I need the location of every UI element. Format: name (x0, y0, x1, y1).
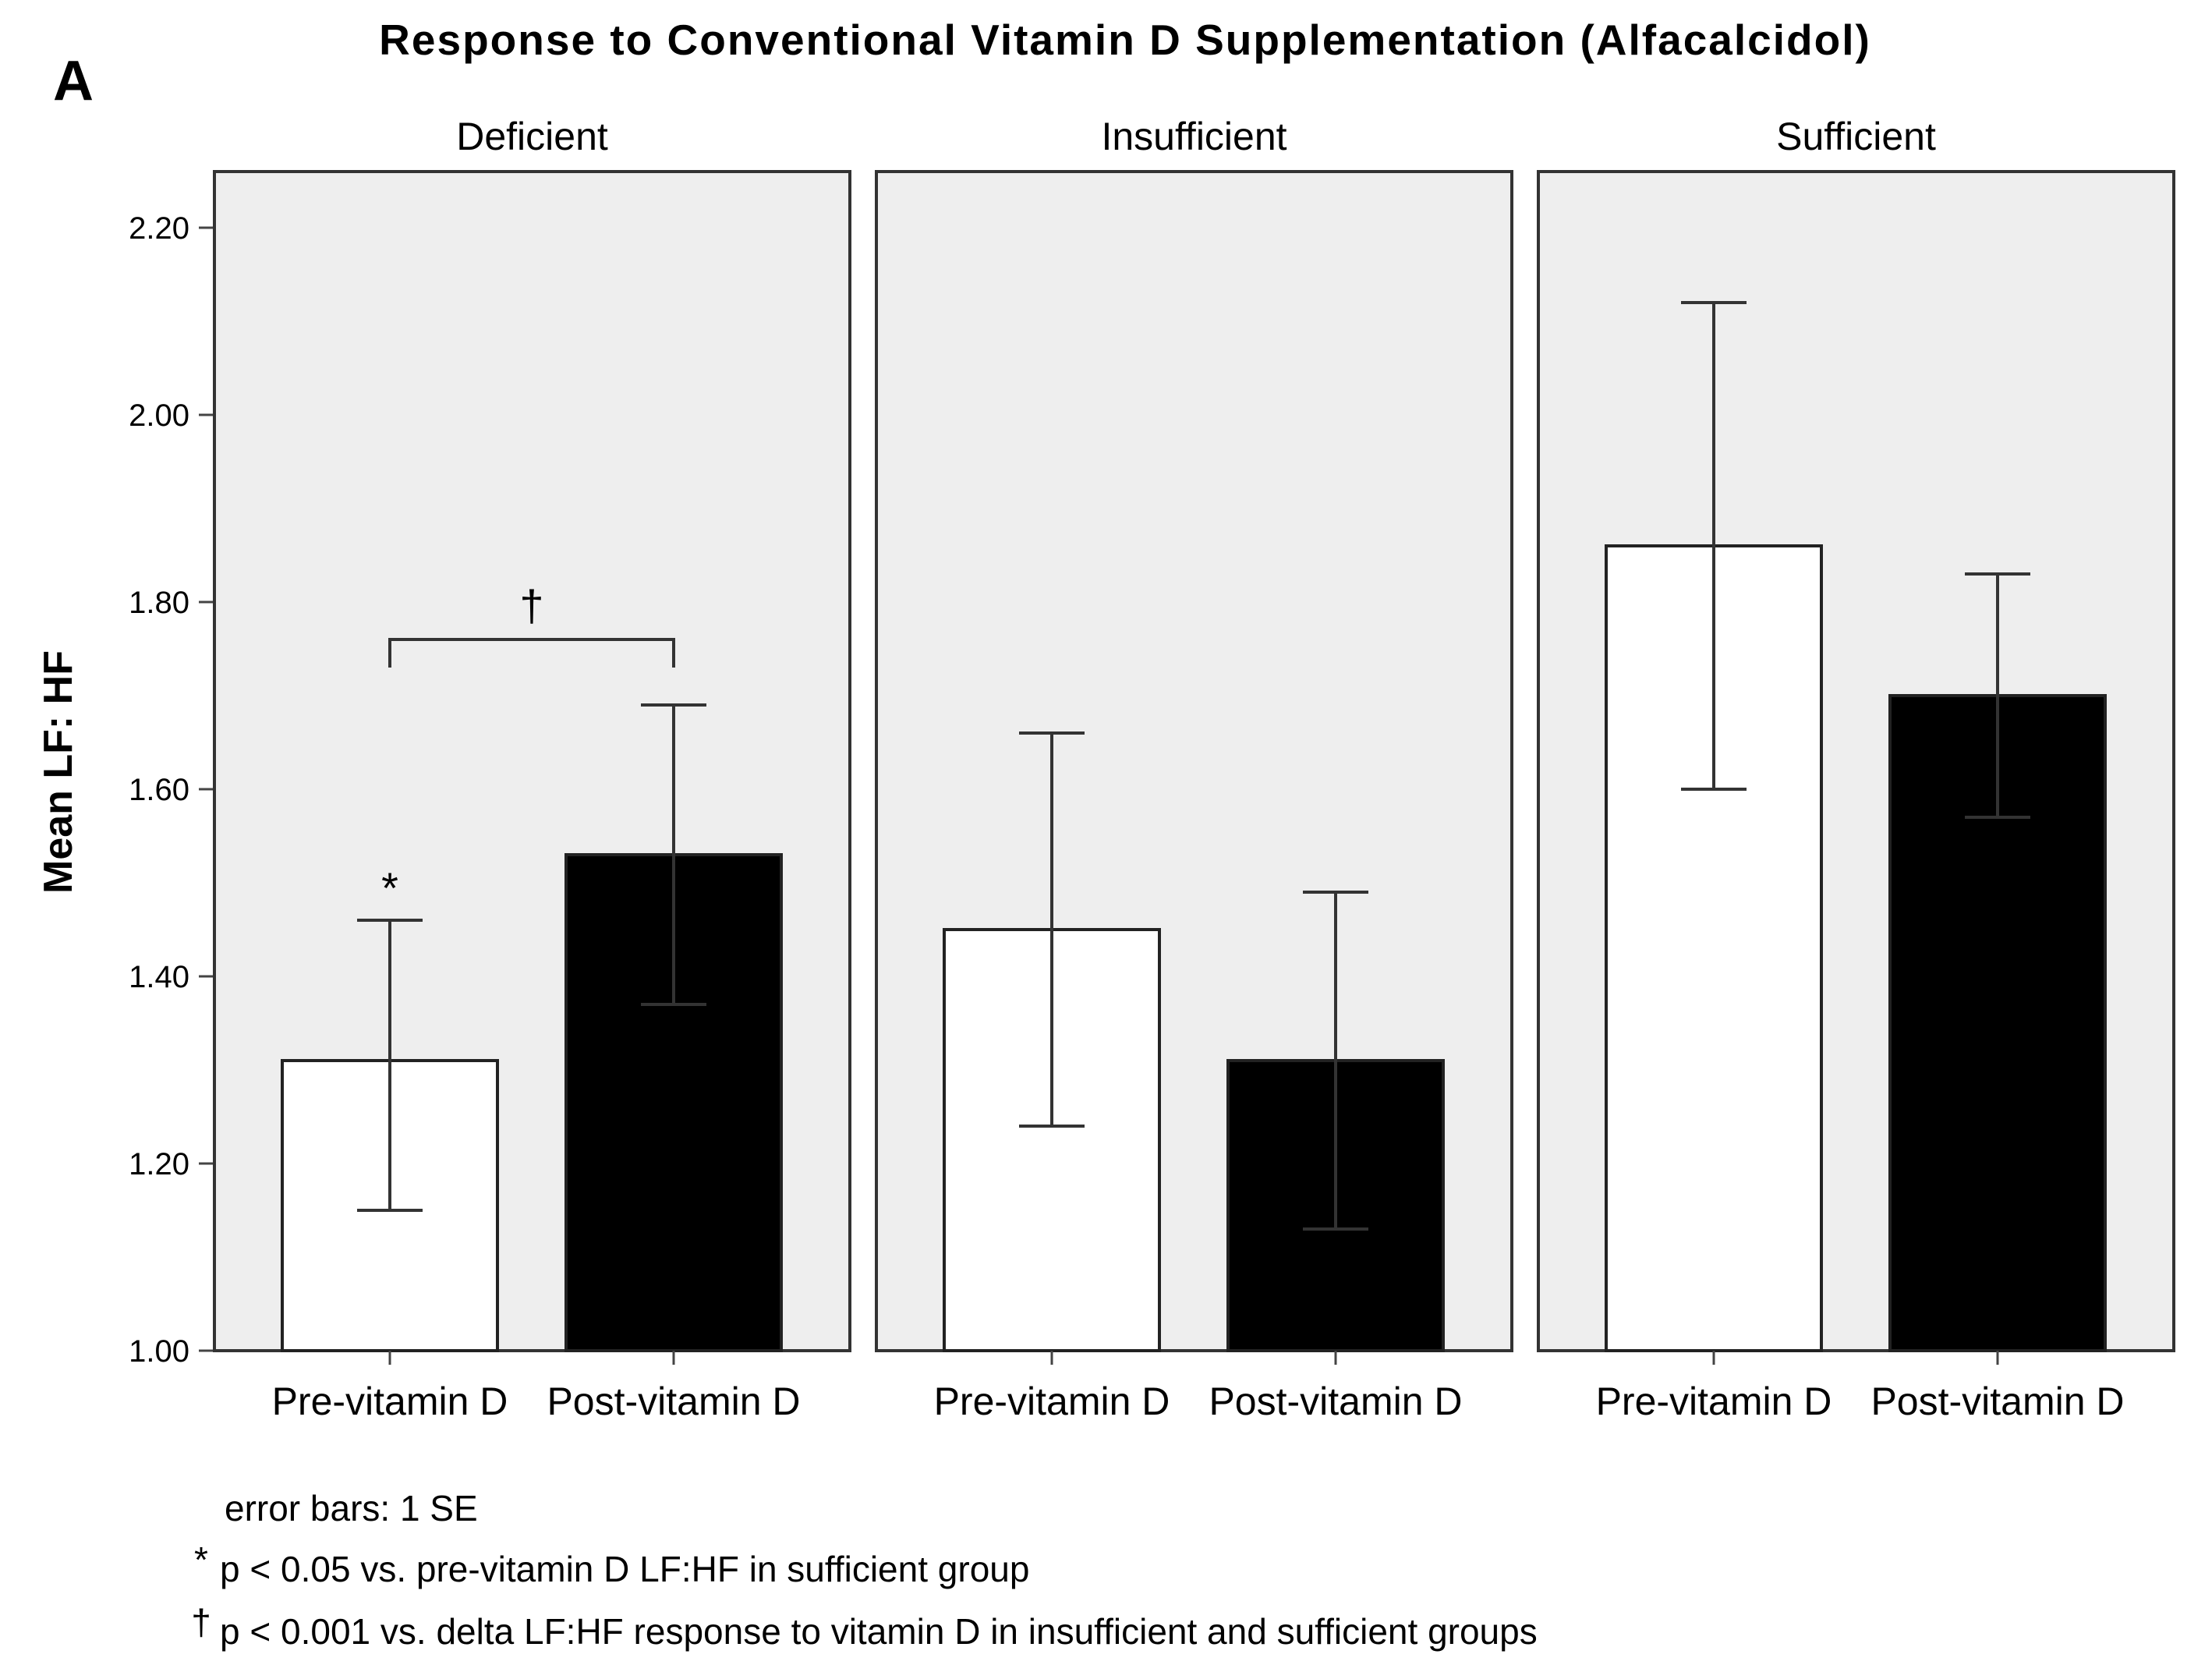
x-category-label: Post-vitamin D (1870, 1380, 2124, 1423)
facet-label: Deficient (456, 115, 608, 158)
panel-sufficient: Sufficient Pre-vitamin D Post-vitamin D (1537, 115, 2175, 1423)
panels-layer: 1.00 1.20 1.40 1.60 1.80 2.00 2.20 Deficient Pre… (129, 115, 2175, 1423)
note-text: error bars: 1 SE (225, 1488, 478, 1528)
y-tick-label: 1.40 (129, 960, 189, 994)
y-tick-label: 1.60 (129, 773, 189, 807)
facet-label: Insufficient (1101, 115, 1286, 158)
panel-letter: A (53, 50, 94, 112)
note-text: p < 0.001 vs. delta LF:HF response to vi… (220, 1611, 1538, 1652)
y-axis-label: Mean LF: HF (36, 650, 81, 894)
x-category-label: Pre-vitamin D (272, 1380, 508, 1423)
x-category-label: Post-vitamin D (547, 1380, 800, 1423)
x-category-label: Pre-vitamin D (934, 1380, 1170, 1423)
notes-layer: error bars: 1 SE * p < 0.05 vs. pre-vitami… (191, 1488, 1538, 1652)
x-category-label: Post-vitamin D (1209, 1380, 1462, 1423)
panel-insufficient: Insufficient Pre-vitamin D Post-vitamin D (875, 115, 1513, 1423)
chart-title: Response to Conventional Vitamin D Suppl… (379, 16, 1871, 64)
note-symbol: † (191, 1602, 211, 1642)
panel-deficient: Deficient Pre-vitamin D Post-vitamin D * † (213, 115, 851, 1423)
significance-bracket (388, 638, 675, 668)
note-text: p < 0.05 vs. pre-vitamin D LF:HF in suff… (220, 1549, 1029, 1589)
y-tick-label: 2.00 (129, 398, 189, 433)
significance-dagger: † (519, 581, 543, 630)
y-tick-label: 2.20 (129, 211, 189, 246)
x-category-label: Pre-vitamin D (1596, 1380, 1832, 1423)
facet-label: Sufficient (1776, 115, 1936, 158)
note-symbol: * (194, 1539, 208, 1580)
y-tick-label: 1.00 (129, 1334, 189, 1369)
y-tick-label: 1.20 (129, 1147, 189, 1181)
significance-asterisk: * (381, 863, 398, 912)
y-tick-label: 1.80 (129, 586, 189, 620)
